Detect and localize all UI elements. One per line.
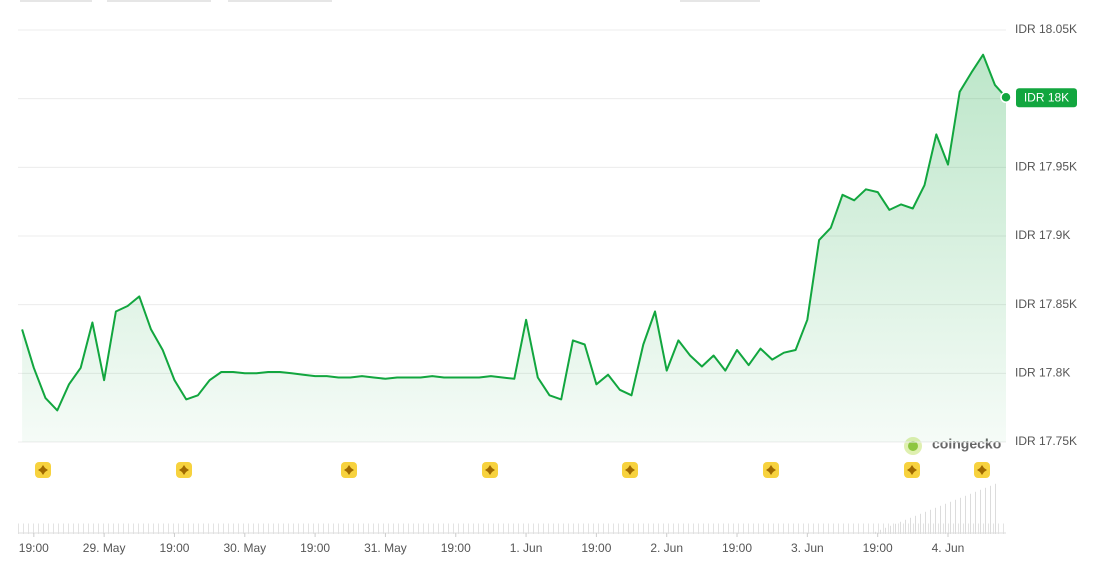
event-icon — [485, 465, 495, 475]
price-badge — [1016, 88, 1077, 108]
y-tick-label: IDR 17.85K — [1015, 297, 1077, 311]
event-icon — [977, 465, 987, 475]
last-point — [1000, 91, 1012, 104]
y-tick-label: IDR 17.95K — [1015, 160, 1077, 174]
x-tick-label: 19:00 — [722, 541, 752, 555]
tab[interactable] — [680, 0, 760, 2]
event-icon — [344, 465, 354, 475]
y-tick-label: IDR 17.9K — [1015, 228, 1070, 242]
x-tick-label: 3. Jun — [791, 541, 824, 555]
tab[interactable] — [107, 0, 211, 2]
event-icon — [179, 465, 189, 475]
event-icon — [38, 465, 48, 475]
tab[interactable] — [228, 0, 332, 2]
x-tick-label: 2. Jun — [650, 541, 683, 555]
y-tick-label: IDR 17.8K — [1015, 366, 1070, 380]
price-badge-label: IDR 18K — [1024, 90, 1069, 104]
event-icon — [625, 465, 635, 475]
x-tick-label: 19:00 — [300, 541, 330, 555]
volume-strip — [18, 482, 1006, 534]
x-tick-label: 19:00 — [863, 541, 893, 555]
tab[interactable] — [20, 0, 92, 2]
x-tick-label: 19:00 — [441, 541, 471, 555]
x-tick-label: 31. May — [364, 541, 407, 555]
y-tick-label: IDR 17.75K — [1015, 434, 1077, 448]
x-tick-label: 4. Jun — [932, 541, 965, 555]
event-markers — [35, 462, 990, 478]
logo — [908, 441, 918, 451]
x-tick-label: 19:00 — [19, 541, 49, 555]
x-tick-label: 29. May — [83, 541, 126, 555]
x-tick-label: 1. Jun — [510, 541, 543, 555]
x-tick-label: 19:00 — [581, 541, 611, 555]
y-tick-label: IDR 18.05K — [1015, 22, 1077, 36]
area — [22, 54, 1007, 442]
event-icon — [907, 465, 917, 475]
x-tick-label: 19:00 — [159, 541, 189, 555]
price-line — [21, 53, 1007, 412]
x-tick-label: 30. May — [223, 541, 266, 555]
event-icon — [766, 465, 776, 475]
